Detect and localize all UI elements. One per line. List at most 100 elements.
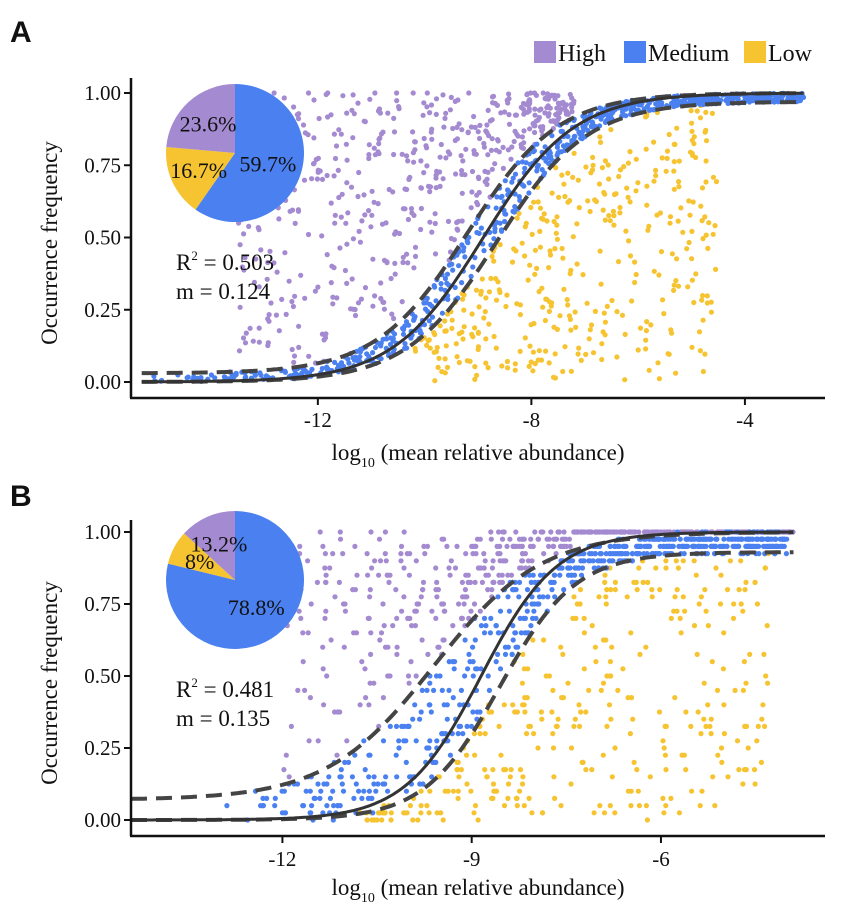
scatter-point-high <box>286 278 292 284</box>
scatter-point-high <box>337 529 343 535</box>
y-tick-label: 1.00 <box>84 81 121 105</box>
scatter-point-low <box>415 817 421 823</box>
scatter-point-low <box>541 637 547 643</box>
scatter-point-low <box>732 687 738 694</box>
scatter-point-low <box>689 228 695 234</box>
scatter-point-low <box>566 313 573 319</box>
scatter-point-low <box>472 364 478 370</box>
scatter-point-medium <box>319 365 325 372</box>
scatter-point-high <box>296 323 302 329</box>
scatter-point-high <box>412 244 419 250</box>
legend-label-low: Low <box>768 41 813 67</box>
scatter-point-medium <box>424 295 430 301</box>
scatter-point-low <box>663 558 669 564</box>
scatter-point-high <box>477 122 483 128</box>
scatter-point-high <box>448 94 454 100</box>
scatter-point-low <box>476 304 482 310</box>
scatter-point-low <box>758 759 765 766</box>
scatter-point-low <box>608 127 614 133</box>
scatter-point-high <box>323 572 329 578</box>
scatter-point-high <box>405 673 412 679</box>
scatter-point-high <box>404 153 410 159</box>
scatter-point-low <box>530 368 536 374</box>
scatter-point-medium <box>410 716 416 722</box>
scatter-point-low <box>600 680 607 686</box>
scatter-point-medium <box>450 695 456 701</box>
scatter-point-low <box>542 317 549 324</box>
scatter-point-high <box>541 551 547 557</box>
scatter-point-high <box>455 97 461 103</box>
scatter-point-high <box>562 105 568 111</box>
scatter-point-low <box>656 376 663 382</box>
scatter-point-high <box>291 104 297 110</box>
y-axis-title-a: Occurrence frequency <box>37 141 62 345</box>
scatter-point-low <box>702 351 708 357</box>
scatter-point-low <box>559 245 565 252</box>
scatter-point-medium <box>456 263 462 269</box>
scatter-point-low <box>653 565 659 571</box>
scatter-point-medium <box>527 572 533 578</box>
scatter-point-low <box>460 336 466 342</box>
scatter-point-low <box>561 286 567 292</box>
scatter-point-low <box>707 723 713 730</box>
scatter-point-low <box>556 194 562 200</box>
scatter-point-low <box>608 716 614 722</box>
scatter-point-high <box>506 121 513 127</box>
scatter-point-high <box>240 335 247 341</box>
fit-line <box>131 530 794 822</box>
scatter-point-low <box>765 680 771 686</box>
scatter-point-low <box>764 623 770 629</box>
scatter-point-high <box>575 529 581 535</box>
scatter-point-low <box>565 302 571 308</box>
scatter-point-low <box>374 817 380 823</box>
y-tick-label: 0.50 <box>84 664 121 688</box>
scatter-point-high <box>567 543 573 550</box>
scatter-point-high <box>499 572 505 578</box>
scatter-point-low <box>701 680 707 686</box>
scatter-point-high <box>433 96 440 102</box>
scatter-point-high <box>442 115 448 121</box>
scatter-point-high <box>420 579 427 586</box>
scatter-point-high <box>401 565 407 571</box>
scatter-point-medium <box>272 803 278 809</box>
scatter-point-low <box>689 788 695 794</box>
legend-swatch-high <box>534 41 556 63</box>
scatter-point-low <box>629 298 635 304</box>
scatter-point-high <box>343 141 349 147</box>
scatter-point-low <box>703 179 709 185</box>
scatter-point-low <box>493 297 500 303</box>
scatter-point-medium <box>324 803 330 809</box>
scatter-point-low <box>460 296 466 302</box>
scatter-point-low <box>565 170 571 176</box>
scatter-point-medium <box>666 543 672 550</box>
scatter-point-low <box>602 319 609 325</box>
legend-label-high: High <box>558 41 606 67</box>
scatter-point-high <box>469 168 476 175</box>
scatter-point-low <box>482 309 488 315</box>
scatter-point-high <box>456 601 462 607</box>
scatter-point-low <box>609 297 615 304</box>
scatter-point-high <box>471 113 477 120</box>
scatter-point-low <box>736 587 742 593</box>
scatter-point-high <box>479 579 485 586</box>
scatter-point-low <box>583 709 589 715</box>
scatter-point-high <box>424 145 430 151</box>
scatter-point-high <box>629 529 635 535</box>
scatter-point-low <box>703 723 709 730</box>
scatter-point-medium <box>488 615 494 622</box>
scatter-point-high <box>447 572 453 578</box>
scatter-point-medium <box>485 673 491 679</box>
scatter-point-medium <box>516 579 523 586</box>
scatter-point-low <box>478 291 484 297</box>
scatter-point-medium <box>524 587 531 593</box>
scatter-point-high <box>268 300 274 306</box>
scatter-point-low <box>760 702 766 708</box>
scatter-point-low <box>649 594 655 600</box>
scatter-point-high <box>440 601 447 607</box>
scatter-point-high <box>382 551 388 557</box>
scatter-point-low <box>614 309 620 315</box>
scatter-point-high <box>441 536 447 542</box>
scatter-point-low <box>628 803 634 809</box>
scatter-point-high <box>302 295 308 301</box>
scatter-point-low <box>530 349 537 355</box>
